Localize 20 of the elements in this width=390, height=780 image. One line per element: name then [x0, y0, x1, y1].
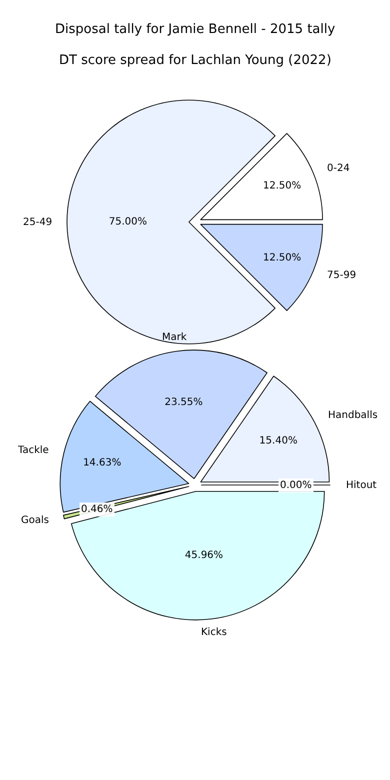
- slice-label: Goals: [21, 515, 49, 526]
- data-label: 45.96%: [184, 550, 224, 561]
- data-label: 12.50%: [263, 252, 302, 264]
- data-label: 23.55%: [164, 397, 203, 408]
- slice-label: 75-99: [327, 270, 356, 281]
- slice-label: Kicks: [201, 627, 227, 638]
- slice-label: 25-49: [23, 217, 52, 228]
- chart-title: DT score spread for Lachlan Young (2022): [59, 53, 332, 68]
- data-label: 0.46%: [81, 504, 113, 515]
- category-label: Hitout: [346, 480, 377, 491]
- slice-label: 0-24: [327, 163, 350, 174]
- data-label: 15.40%: [259, 436, 298, 447]
- data-label: 75.00%: [108, 216, 148, 228]
- data-label: 12.50%: [263, 180, 302, 192]
- slice-label: Tackle: [17, 445, 49, 456]
- chart-title: Disposal tally for Jamie Bennell - 2015 tally: [55, 22, 336, 37]
- text: 0.00%: [280, 480, 312, 491]
- slice-label: Handballs: [328, 410, 378, 421]
- slice-label: Mark: [162, 332, 187, 343]
- data-label: 14.63%: [83, 457, 122, 468]
